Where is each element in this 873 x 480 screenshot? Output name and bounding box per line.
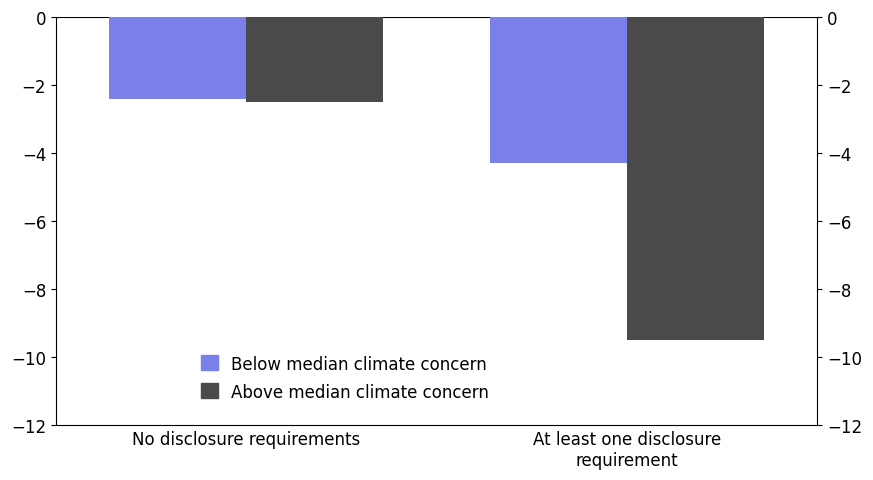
- Legend: Below median climate concern, Above median climate concern: Below median climate concern, Above medi…: [202, 355, 489, 401]
- Bar: [109, 18, 246, 99]
- Bar: [490, 18, 627, 164]
- Bar: [627, 18, 764, 340]
- Bar: [246, 18, 383, 103]
